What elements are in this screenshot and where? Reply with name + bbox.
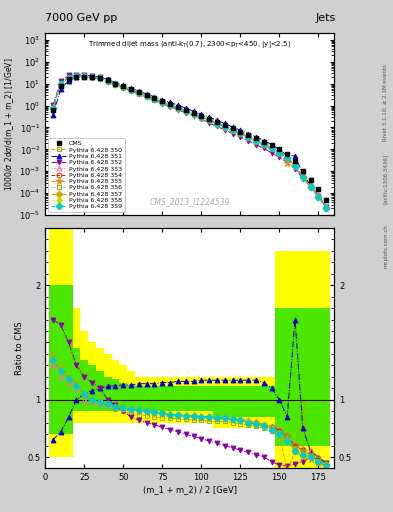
Legend: CMS, Pythia 6.428 350, Pythia 6.428 351, Pythia 6.428 352, Pythia 6.428 353, Pyt: CMS, Pythia 6.428 350, Pythia 6.428 351,… bbox=[48, 138, 125, 212]
Text: Trimmed dijet mass (anti-k$_T$(0.7), 2300<p$_T$<450, |y|<2.5): Trimmed dijet mass (anti-k$_T$(0.7), 230… bbox=[88, 39, 291, 50]
Text: CMS_2013_I1224539: CMS_2013_I1224539 bbox=[149, 197, 230, 206]
Text: Rivet 3.1.10; ≥ 2.1M events: Rivet 3.1.10; ≥ 2.1M events bbox=[383, 64, 388, 141]
X-axis label: (m_1 + m_2) / 2 [GeV]: (m_1 + m_2) / 2 [GeV] bbox=[143, 485, 237, 494]
Y-axis label: Ratio to CMS: Ratio to CMS bbox=[15, 322, 24, 375]
Y-axis label: 1000/$\sigma$ 2d$\sigma$/d(m_1 + m_2) [1/GeV]: 1000/$\sigma$ 2d$\sigma$/d(m_1 + m_2) [1… bbox=[4, 57, 17, 191]
Text: mcplots.cern.ch: mcplots.cern.ch bbox=[383, 224, 388, 268]
Text: Jets: Jets bbox=[316, 13, 336, 23]
Text: 7000 GeV pp: 7000 GeV pp bbox=[45, 13, 118, 23]
Text: [arXiv:1306.3436]: [arXiv:1306.3436] bbox=[383, 154, 388, 204]
